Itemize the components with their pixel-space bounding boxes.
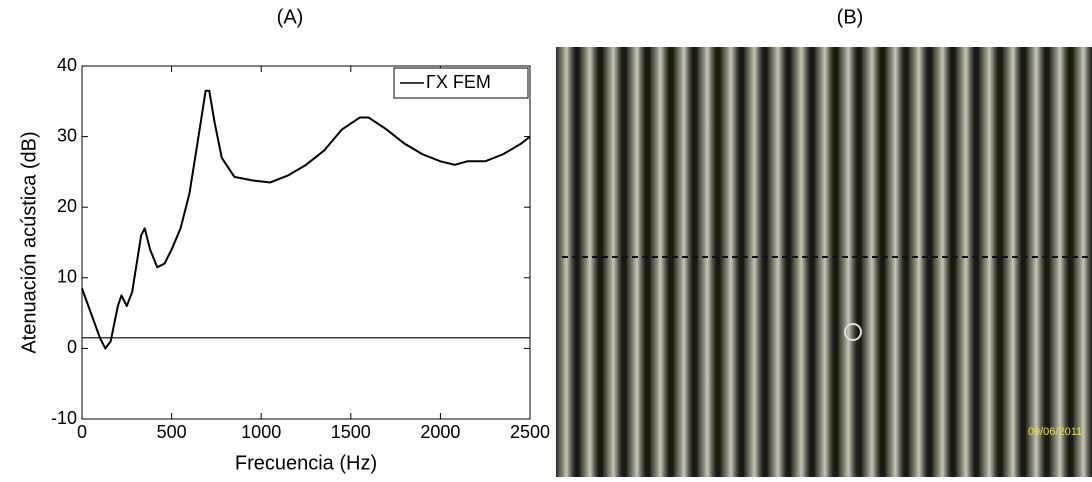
pipe	[1002, 47, 1022, 477]
pipe	[1026, 47, 1045, 477]
date-stamp: 09/06/2011	[1028, 426, 1082, 438]
pipe	[979, 47, 998, 477]
axes-box	[81, 65, 531, 420]
pipe	[1073, 47, 1092, 477]
pipe	[767, 47, 787, 477]
y-tick-label: 10	[57, 267, 77, 287]
x-axis-label: Frecuencia (Hz)	[235, 452, 377, 474]
pipe	[720, 47, 740, 477]
pipe	[885, 47, 904, 477]
microphone	[844, 323, 862, 341]
pipe	[791, 47, 810, 477]
photo	[556, 47, 1092, 477]
x-tick-label: 2000	[420, 422, 460, 442]
pipe	[650, 47, 669, 477]
pipe	[626, 47, 646, 477]
x-tick-label: 1500	[331, 422, 371, 442]
pipe	[932, 47, 951, 477]
y-tick-label: 20	[57, 196, 77, 216]
x-tick-label: 1000	[241, 422, 281, 442]
pipe	[955, 47, 975, 477]
y-tick-label: -10	[51, 408, 77, 428]
y-tick-label: 0	[67, 337, 77, 357]
pipe	[603, 47, 622, 477]
panel-label: (A)	[277, 6, 304, 28]
x-tick-label: 500	[157, 422, 187, 442]
pipe	[697, 47, 716, 477]
x-tick-label: 2500	[510, 422, 550, 442]
pipe	[1049, 47, 1069, 477]
pipe	[861, 47, 881, 477]
pipe	[838, 47, 857, 477]
y-tick-label: 30	[57, 125, 77, 145]
x-tick-label: 0	[77, 422, 87, 442]
y-tick-label: 40	[57, 55, 77, 75]
pipe	[556, 47, 575, 477]
legend-label: ΓX FEM	[426, 72, 491, 92]
pipe	[744, 47, 763, 477]
data-line	[81, 89, 531, 350]
pipe	[814, 47, 834, 477]
pipe	[579, 47, 599, 477]
pipe	[908, 47, 928, 477]
pipe	[673, 47, 693, 477]
panel-label: (B)	[837, 6, 864, 28]
y-axis-label: Atenuación acústica (dB)	[18, 131, 40, 353]
